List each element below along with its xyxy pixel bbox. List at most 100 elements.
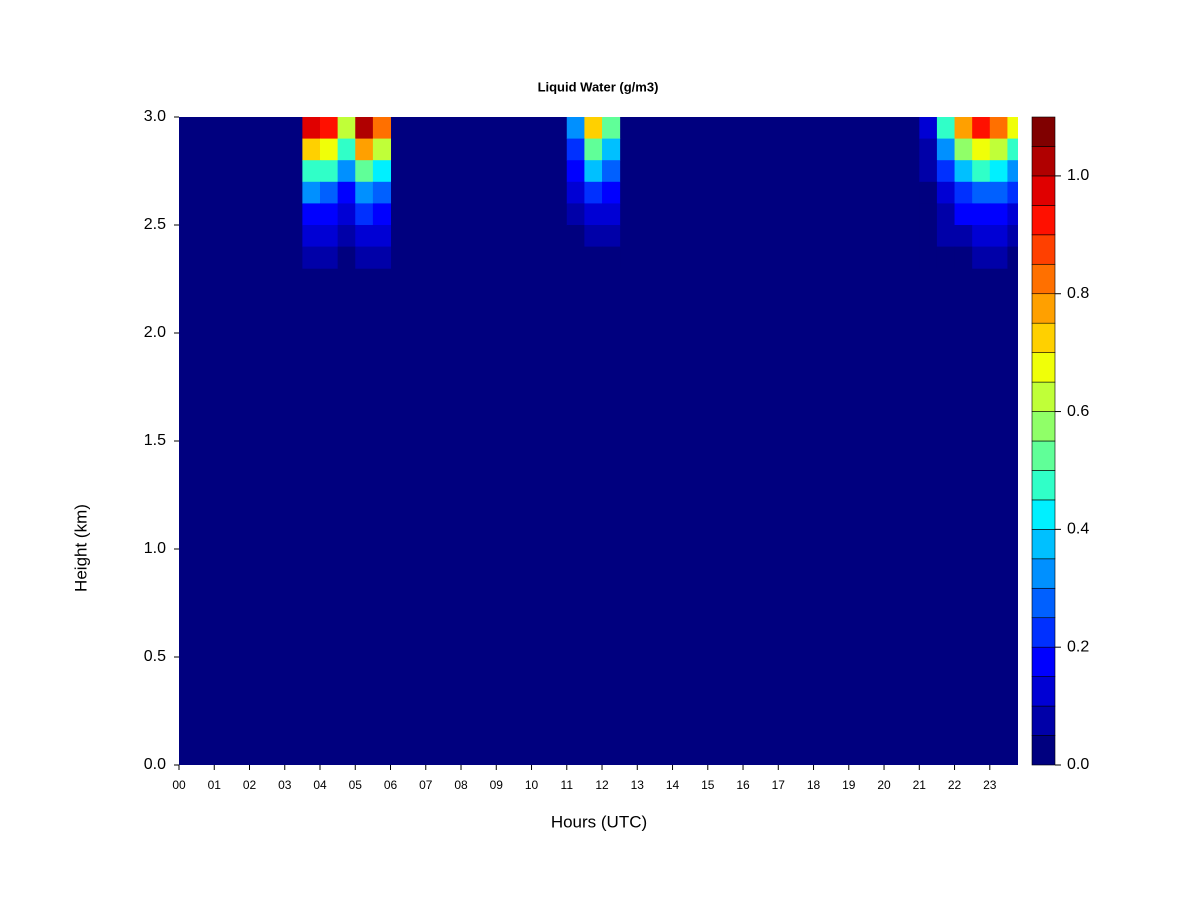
colorbar-band	[1031, 529, 1056, 560]
contour-cell	[302, 246, 321, 269]
contour-cell	[1007, 203, 1018, 226]
colorbar-tick-label: 1.0	[1067, 167, 1089, 184]
contour-cell	[1007, 225, 1018, 248]
contour-cell	[954, 138, 973, 161]
colorbar-band	[1031, 175, 1056, 206]
contour-cell	[320, 225, 339, 248]
contour-cell	[337, 246, 356, 269]
colorbar-band	[1031, 322, 1056, 353]
contour-cell	[320, 203, 339, 226]
contour-cell	[320, 138, 339, 161]
x-tick-label: 01	[208, 778, 222, 792]
contour-cell	[972, 181, 991, 204]
contour-cell	[337, 138, 356, 161]
contour-cell	[566, 246, 585, 269]
contour-cell	[919, 246, 938, 269]
contour-cell	[320, 246, 339, 269]
x-tick-label: 12	[595, 778, 609, 792]
colorbar-tick-label: 0.4	[1067, 521, 1089, 538]
y-tick-label: 2.5	[144, 216, 166, 233]
colorbar-band	[1031, 470, 1056, 501]
contour-cell	[919, 160, 938, 183]
contour-cell	[919, 117, 938, 140]
contour-cell	[1007, 138, 1018, 161]
contour-cell	[566, 160, 585, 183]
colorbar-band	[1031, 263, 1056, 295]
chart-title: Liquid Water (g/m3)	[538, 79, 659, 94]
contour-cell	[566, 203, 585, 226]
contour-cell	[372, 181, 392, 204]
contour-cell	[919, 138, 938, 161]
contour-cell	[954, 117, 973, 140]
x-tick-label: 02	[243, 778, 257, 792]
colorbar-band	[1031, 735, 1056, 766]
contour-cell	[602, 160, 621, 183]
contour-cell	[355, 160, 374, 183]
contour-cell	[602, 203, 621, 226]
contour-cell	[602, 225, 621, 248]
contour-cell	[566, 225, 585, 248]
contour-cell	[1007, 117, 1018, 140]
contour-cell	[584, 181, 603, 204]
contour-cell	[936, 138, 956, 161]
x-tick-label: 16	[736, 778, 750, 792]
contour-cell	[972, 246, 991, 269]
y-tick-label: 1.5	[144, 432, 166, 449]
colorbar-band	[1031, 205, 1056, 236]
contour-cell	[566, 117, 585, 140]
contour-cell	[972, 117, 991, 140]
y-axis-label: Height (km)	[71, 504, 90, 592]
x-tick-label: 23	[983, 778, 997, 792]
contour-cell	[302, 181, 321, 204]
x-tick-label: 19	[842, 778, 856, 792]
x-tick-label: 20	[877, 778, 891, 792]
colorbar-band	[1031, 352, 1056, 383]
contour-cell	[337, 117, 356, 140]
colorbar-band	[1031, 676, 1056, 707]
contour-cell	[355, 181, 374, 204]
x-tick-label: 18	[807, 778, 821, 792]
contour-cell	[602, 117, 621, 140]
contour-cell	[602, 138, 621, 161]
contour-cell	[302, 160, 321, 183]
contour-cell	[302, 138, 321, 161]
x-tick-label: 04	[313, 778, 327, 792]
contour-cell	[919, 225, 938, 248]
colorbar-band	[1031, 617, 1056, 648]
colorbar-band	[1031, 411, 1056, 442]
contour-cell	[972, 225, 991, 248]
contour-cell	[936, 225, 956, 248]
x-tick-label: 22	[948, 778, 962, 792]
x-axis-label: Hours (UTC)	[551, 812, 647, 831]
contour-cell	[584, 160, 603, 183]
contour-cell	[355, 138, 374, 161]
contour-cell	[936, 203, 956, 226]
contour-cell	[355, 246, 374, 269]
contour-cell	[972, 203, 991, 226]
contour-cell	[936, 181, 956, 204]
contour-cell	[337, 203, 356, 226]
contour-cell	[355, 225, 374, 248]
colorbar-band	[1031, 146, 1056, 177]
contour-cell	[989, 181, 1008, 204]
contour-cell	[972, 160, 991, 183]
contour-cell	[1007, 160, 1018, 183]
contour-cell	[337, 160, 356, 183]
colorbar-band	[1031, 587, 1056, 619]
contour-cell	[584, 117, 603, 140]
contour-cell	[584, 203, 603, 226]
contour-cell	[566, 181, 585, 204]
x-tick-label: 09	[490, 778, 504, 792]
contour-cell	[584, 138, 603, 161]
x-tick-label: 06	[384, 778, 398, 792]
contour-cell	[355, 203, 374, 226]
x-tick-label: 14	[666, 778, 680, 792]
x-tick-label: 15	[701, 778, 715, 792]
colorbar-band	[1031, 499, 1056, 530]
contour-cell	[602, 246, 621, 269]
contour-cell	[320, 117, 339, 140]
contour-cell	[954, 203, 973, 226]
contour-cell	[1007, 246, 1018, 269]
contour-cell	[584, 246, 603, 269]
